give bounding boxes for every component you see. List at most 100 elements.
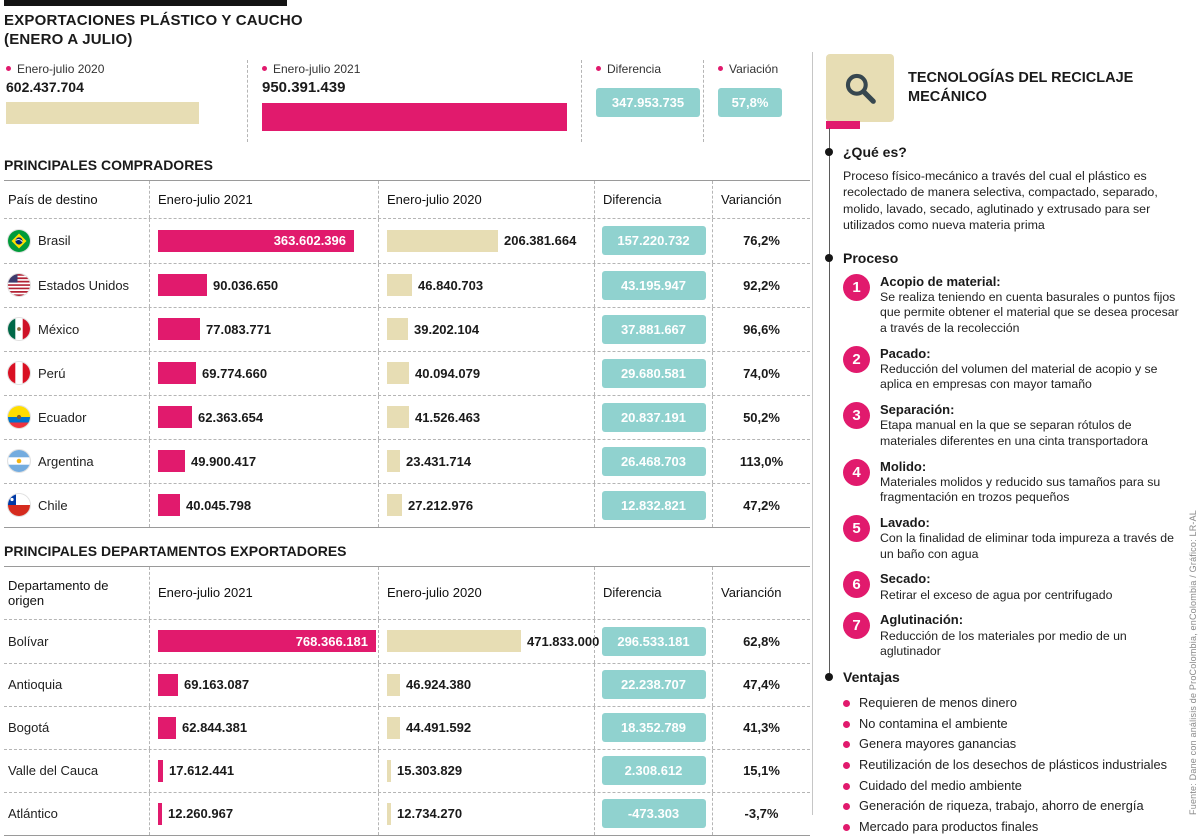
row-label: Atlántico — [8, 806, 58, 821]
bar-2020 — [387, 494, 402, 516]
row-label: Valle del Cauca — [8, 763, 99, 778]
summary-diferencia: Diferencia 347.953.735 — [581, 59, 703, 142]
variacion-cell: 50,2% — [712, 395, 810, 439]
step-text: Retirar el exceso de agua por centrifuga… — [880, 587, 1113, 602]
bar-2020 — [387, 630, 521, 652]
col-header-diferencia: Diferencia — [594, 566, 712, 619]
col-header-origen: Departamento de origen — [8, 577, 109, 608]
value-2021: 77.083.771 — [206, 321, 272, 337]
bar-cell-2020: 40.094.079 — [378, 351, 594, 395]
variacion-cell: 92,2% — [712, 263, 810, 307]
proceso-step: 4 Molido: Materiales molidos y reducido su… — [843, 458, 1184, 506]
diferencia-cell: 29.680.581 — [594, 351, 712, 395]
bar-2020 — [387, 274, 412, 296]
bar-cell-2021: 62.844.381 — [149, 706, 378, 749]
bar-2021: 363.602.396 — [158, 229, 354, 252]
table-compradores: País de destino Enero-julio 2021 Enero-j… — [4, 180, 810, 528]
ventaja-item: Generación de riqueza, trabajo, ahorro d… — [843, 796, 1184, 817]
table-row: Antioquia 69.163.087 46.924.380 22.238.707 4… — [4, 662, 810, 706]
table-departamentos: Departamento de origen Enero-julio 2021 … — [4, 566, 810, 836]
step-title: Pacado: — [880, 345, 931, 361]
proceso-step: 1 Acopio de material: Se realiza teniendo … — [843, 273, 1184, 337]
col-header-variacion: Varianción — [712, 566, 810, 619]
value-2021: 768.366.181 — [295, 633, 368, 649]
bar-cell-2021: 363.602.396 — [149, 218, 378, 263]
bar-cell-2021: 49.900.417 — [149, 439, 378, 483]
ventaja-item: Reutilización de los desechos de plástic… — [843, 755, 1184, 776]
diferencia-cell: 22.238.707 — [594, 663, 712, 706]
value-2020: 44.491.592 — [406, 720, 472, 735]
proceso-step: 5 Lavado: Con la finalidad de eliminar tod… — [843, 514, 1184, 562]
flag-peru-icon — [8, 362, 30, 384]
diferencia-cell: 18.352.789 — [594, 706, 712, 749]
title-accent-bar — [4, 0, 287, 6]
table-row: Bogotá 62.844.381 44.491.592 18.352.789 41,3… — [4, 705, 810, 749]
value-2020: 46.840.703 — [418, 277, 484, 293]
diferencia-cell: 37.881.667 — [594, 307, 712, 351]
diferencia-badge: 22.238.707 — [601, 670, 706, 699]
summary-2021-bar — [262, 102, 567, 131]
section-title-departamentos: PRINCIPALES DEPARTAMENTOS EXPORTADORES — [4, 543, 810, 567]
summary-2020-bar — [6, 101, 199, 124]
step-title: Lavado: — [880, 514, 930, 530]
step-text: Etapa manual en la que se separan rótulo… — [880, 418, 1148, 448]
bullet-icon — [6, 66, 11, 71]
vertical-divider — [812, 52, 813, 815]
row-label: México — [4, 308, 149, 351]
diferencia-cell: 2.308.612 — [594, 749, 712, 792]
value-2021: 40.045.798 — [186, 497, 252, 513]
flag-chile-icon — [8, 494, 30, 516]
row-label: Bogotá — [8, 720, 50, 735]
bar-2020 — [387, 318, 408, 340]
section-ventajas: Ventajas Requieren de menos dinero No con… — [825, 669, 1184, 838]
col-header-2020: Enero-julio 2020 — [378, 566, 594, 619]
table-row: Brasil 363.602.396 206.381.664 157.220.732 7… — [4, 218, 810, 263]
bullet-icon — [843, 699, 850, 707]
variacion-cell: -3,7% — [712, 792, 810, 835]
value-2021: 69.163.087 — [184, 677, 250, 692]
bar-cell-2020: 12.734.270 — [378, 792, 594, 835]
bar-cell-2020: 23.431.714 — [378, 439, 594, 483]
ventaja-item: Requieren de menos dinero — [843, 693, 1184, 714]
ventaja-item: No contamina el ambiente — [843, 714, 1184, 735]
proceso-step: 2 Pacado: Reducción del volumen del materi… — [843, 345, 1184, 393]
bar-2020 — [387, 673, 400, 696]
variacion-value: 92,2% — [743, 277, 780, 293]
bar-cell-2021: 90.036.650 — [149, 263, 378, 307]
row-label: Chile — [4, 484, 149, 527]
bar-2020 — [387, 759, 391, 782]
variacion-cell: 47,2% — [712, 483, 810, 527]
value-2020: 46.924.380 — [406, 677, 472, 692]
value-2021: 12.260.967 — [168, 806, 234, 821]
step-text: Se realiza teniendo en cuenta basurales … — [880, 289, 1179, 335]
variacion-value: 41,3% — [743, 720, 780, 735]
col-header-diferencia: Diferencia — [594, 180, 712, 218]
step-number-badge: 4 — [843, 458, 870, 486]
variacion-cell: 15,1% — [712, 749, 810, 792]
diferencia-cell: 296.533.181 — [594, 619, 712, 663]
bar-cell-2021: 40.045.798 — [149, 483, 378, 527]
bar-2020 — [387, 802, 391, 825]
bar-2021 — [158, 759, 163, 782]
ventaja-item: Mercado para productos finales — [843, 817, 1184, 838]
charts-column: EXPORTACIONES PLÁSTICO Y CAUCHO (ENERO A… — [4, 0, 810, 836]
bar-cell-2021: 12.260.967 — [149, 792, 378, 835]
bar-2021 — [158, 318, 200, 340]
diferencia-badge: 37.881.667 — [601, 314, 706, 344]
ventajas-title: Ventajas — [825, 669, 1184, 685]
bar-cell-2021: 768.366.181 — [149, 619, 378, 663]
flag-argentina-icon — [8, 450, 30, 472]
col-header-2021: Enero-julio 2021 — [149, 180, 378, 218]
diferencia-badge: 29.680.581 — [601, 358, 706, 388]
variacion-cell: 96,6% — [712, 307, 810, 351]
table-row: Atlántico 12.260.967 12.734.270 -473.303 -3,… — [4, 791, 810, 835]
value-2020: 12.734.270 — [397, 806, 463, 821]
value-2021: 69.774.660 — [202, 365, 268, 381]
table-row: Bolívar 768.366.181 471.833.000 296.533.181… — [4, 619, 810, 663]
row-label: Antioquia — [8, 677, 63, 692]
summary-2021-label: Enero-julio 2021 — [262, 62, 571, 76]
step-number-badge: 7 — [843, 612, 870, 640]
bullet-icon — [843, 824, 850, 832]
recycling-panel: TECNOLOGÍAS DEL RECICLAJE MECÁNICO ¿Qué … — [825, 54, 1184, 838]
proceso-step: 3 Separación: Etapa manual en la que se se… — [843, 402, 1184, 449]
